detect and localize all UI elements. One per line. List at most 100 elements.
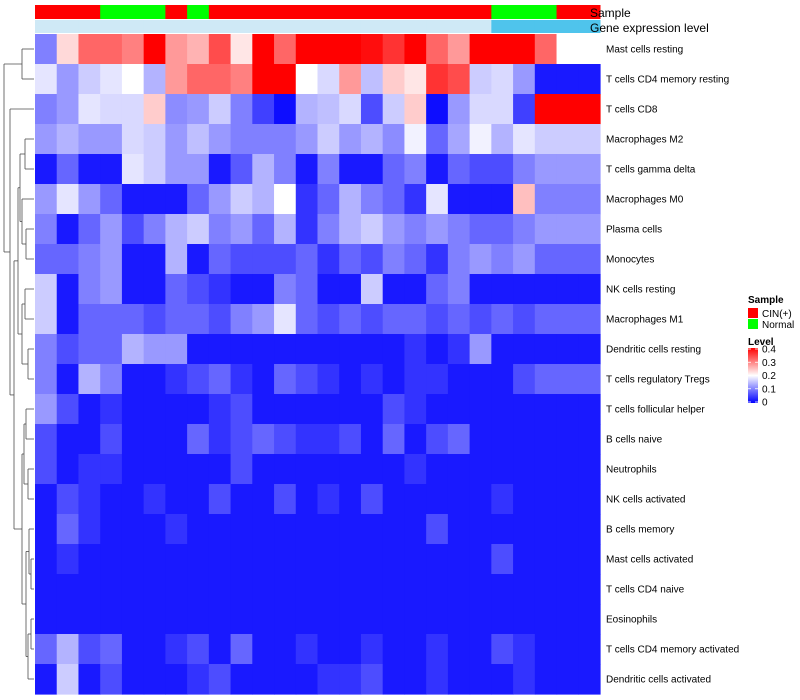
heatmap-cell	[339, 394, 362, 425]
heatmap-cell	[208, 634, 232, 665]
heatmap-cell	[56, 244, 80, 275]
heatmap-cell	[317, 364, 340, 395]
heatmap-cell	[187, 394, 210, 425]
heatmap-cell	[404, 124, 427, 155]
heatmap-cell	[404, 514, 427, 545]
gene-expression-annotation-cell	[230, 20, 253, 33]
gene-expression-annotation-title: Gene expression level	[590, 21, 709, 35]
heatmap-cell	[447, 424, 471, 455]
heatmap-cell	[35, 214, 58, 245]
heatmap-cell	[360, 454, 384, 485]
heatmap-cell	[317, 664, 340, 695]
heatmap-cell	[100, 34, 123, 65]
heatmap-cell	[317, 484, 340, 515]
heatmap-cell	[230, 394, 253, 425]
heatmap-cell	[78, 184, 101, 215]
gene-expression-annotation-cell	[208, 20, 232, 33]
gene-expression-annotation-cell	[534, 20, 558, 33]
heatmap-cell	[447, 454, 471, 485]
heatmap-cell	[339, 94, 362, 125]
heatmap-cell	[382, 364, 406, 395]
heatmap-cell	[121, 574, 145, 605]
heatmap-cell	[339, 64, 362, 95]
heatmap-cell	[491, 364, 514, 395]
heatmap-cell	[230, 604, 253, 635]
level-legend-ticks: 0.4 0.3 0.2 0.1 0	[748, 345, 776, 409]
heatmap-cell	[534, 574, 558, 605]
heatmap-cell	[165, 154, 188, 185]
heatmap-cell	[230, 664, 253, 695]
heatmap-cell	[513, 274, 536, 305]
heatmap-cell	[187, 574, 210, 605]
heatmap-cell	[35, 454, 58, 485]
heatmap-cell	[252, 604, 275, 635]
heatmap-cell	[578, 514, 601, 545]
heatmap-cell	[491, 64, 514, 95]
gene-expression-annotation-cell	[187, 20, 210, 33]
heatmap-cell	[230, 154, 253, 185]
row-label: Mast cells resting	[606, 45, 683, 56]
heatmap-cell	[404, 364, 427, 395]
heatmap-cell	[382, 394, 406, 425]
heatmap-cell	[121, 154, 145, 185]
heatmap-cell	[35, 544, 58, 575]
heatmap-cell	[491, 544, 514, 575]
heatmap-cell	[252, 94, 275, 125]
heatmap-cell	[382, 484, 406, 515]
heatmap-cell	[556, 484, 579, 515]
heatmap-cell	[404, 34, 427, 65]
heatmap-cell	[317, 154, 340, 185]
heatmap-cell	[426, 304, 449, 335]
heatmap-cell	[447, 34, 471, 65]
heatmap-cell	[426, 364, 449, 395]
heatmap-cell	[121, 64, 145, 95]
heatmap-cell	[382, 664, 406, 695]
heatmap-cell	[534, 124, 558, 155]
heatmap-cell	[100, 154, 123, 185]
heatmap-cell	[469, 424, 492, 455]
heatmap-cell	[143, 544, 166, 575]
heatmap-cell	[426, 274, 449, 305]
heatmap-cell	[317, 454, 340, 485]
heatmap-cell	[578, 424, 601, 455]
heatmap-cell	[339, 214, 362, 245]
row-label: Macrophages M1	[606, 315, 684, 326]
heatmap-cell	[426, 514, 449, 545]
heatmap-cell	[295, 514, 319, 545]
heatmap-cell	[274, 424, 297, 455]
heatmap-cell	[230, 634, 253, 665]
heatmap-cell	[469, 94, 492, 125]
heatmap-cell	[317, 424, 340, 455]
sample-annotation-cell	[187, 5, 210, 19]
heatmap-cell	[556, 244, 579, 275]
level-colorbar	[748, 348, 758, 403]
heatmap-cell	[295, 154, 319, 185]
heatmap-cell	[556, 454, 579, 485]
heatmap-cell	[382, 424, 406, 455]
heatmap-cell	[382, 184, 406, 215]
heatmap-cell	[339, 184, 362, 215]
heatmap-cell	[295, 244, 319, 275]
heatmap-cell	[513, 64, 536, 95]
heatmap-cell	[426, 184, 449, 215]
heatmap-cell	[78, 94, 101, 125]
heatmap-cell	[78, 214, 101, 245]
heatmap-cell	[100, 634, 123, 665]
heatmap-cell	[56, 334, 80, 365]
legend-label-normal: Normal	[762, 320, 794, 331]
heatmap-cell	[447, 214, 471, 245]
heatmap-cell	[469, 664, 492, 695]
heatmap-cell	[426, 634, 449, 665]
row-label: Dendritic cells resting	[606, 345, 701, 356]
heatmap-cell	[339, 424, 362, 455]
sample-annotation-cell	[56, 5, 79, 19]
heatmap-cell	[491, 514, 514, 545]
heatmap-cell	[121, 484, 145, 515]
heatmap-cell	[274, 274, 297, 305]
heatmap-cell	[534, 94, 558, 125]
heatmap-cell	[534, 64, 558, 95]
heatmap-cell	[208, 514, 232, 545]
heatmap-cell	[513, 604, 536, 635]
heatmap-cell	[447, 544, 471, 575]
heatmap-cell	[78, 154, 101, 185]
